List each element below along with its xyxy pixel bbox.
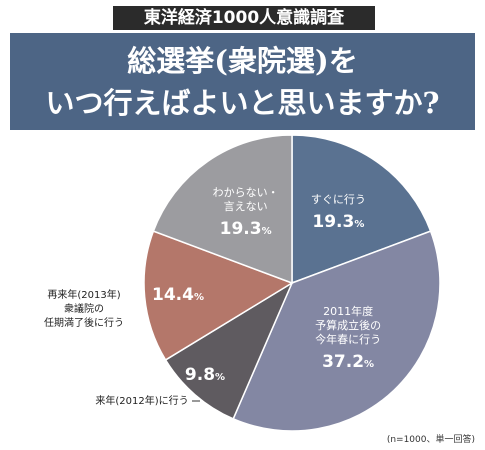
slice-label: 衆議院の [64, 302, 104, 315]
slice-value: 37.2% [322, 352, 374, 372]
pie-slice [291, 134, 432, 285]
pie-slice [143, 230, 294, 361]
slice-label: 来年(2012年)に行う [95, 394, 188, 407]
slice-label: すぐに行う [311, 193, 366, 206]
slice-label: 任期満了後に行う [44, 316, 124, 329]
title-banner: 総選挙(衆院選)を いつ行えばよいと思いますか? [10, 33, 475, 130]
slice-label: 言えない [224, 200, 268, 213]
survey-tag: 東洋経済1000人意識調査 [113, 6, 375, 30]
pie-slice [232, 230, 441, 432]
slice-value: 9.8% [185, 365, 225, 385]
chart-title-line2: いつ行えばよいと思いますか? [45, 86, 440, 120]
slice-label: 今年春に行う [315, 332, 381, 346]
slice-value: 19.3% [312, 212, 364, 232]
pie-slice [164, 281, 294, 420]
sample-note: (n=1000、単一回答) [386, 435, 475, 445]
slice-label: 予算成立後の [315, 318, 381, 332]
slice-label: わからない・ [213, 186, 279, 199]
slice-label: 再来年(2013年) [47, 288, 120, 301]
pie-slice [152, 134, 293, 285]
chart-title-line1: 総選挙(衆院選)を [127, 44, 358, 78]
slice-value: 19.3% [220, 219, 272, 239]
slice-value: 14.4% [152, 285, 204, 305]
slice-label: 2011年度 [323, 304, 373, 318]
